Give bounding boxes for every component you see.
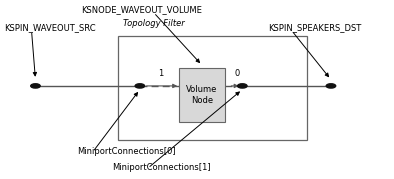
Circle shape xyxy=(135,84,145,88)
Text: KSPIN_SPEAKERS_DST: KSPIN_SPEAKERS_DST xyxy=(268,23,361,32)
Text: 0: 0 xyxy=(234,69,240,78)
Text: Topology Filter: Topology Filter xyxy=(123,19,185,28)
Text: MiniportConnections[1]: MiniportConnections[1] xyxy=(112,163,211,172)
Circle shape xyxy=(238,84,247,88)
Bar xyxy=(118,36,307,140)
Circle shape xyxy=(31,84,40,88)
Text: Volume
Node: Volume Node xyxy=(186,85,217,105)
Text: MiniportConnections[0]: MiniportConnections[0] xyxy=(77,147,175,156)
Circle shape xyxy=(326,84,336,88)
Text: 1: 1 xyxy=(158,69,164,78)
Text: KSNODE_WAVEOUT_VOLUME: KSNODE_WAVEOUT_VOLUME xyxy=(82,5,202,14)
Bar xyxy=(179,68,225,122)
Text: KSPIN_WAVEOUT_SRC: KSPIN_WAVEOUT_SRC xyxy=(4,23,96,32)
